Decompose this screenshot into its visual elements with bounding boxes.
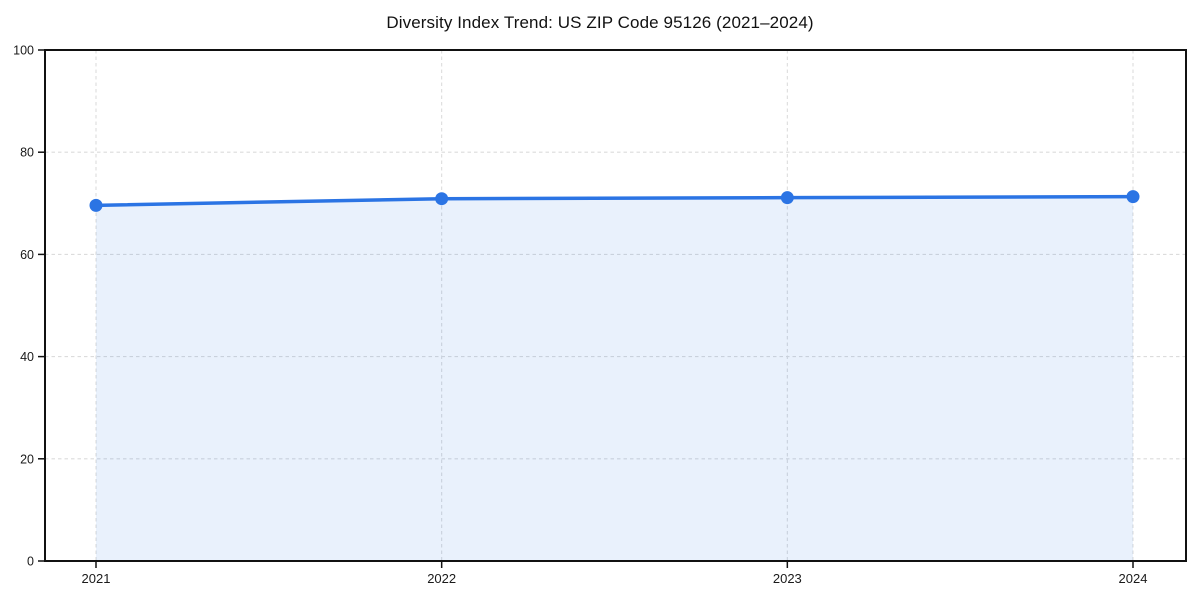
y-axis-tick-label: 0 [27,555,34,569]
y-axis-tick-label: 80 [20,146,34,160]
y-axis-tick-label: 20 [20,452,34,466]
x-axis-tick-label: 2023 [773,571,802,586]
trend-line [94,194,1135,208]
data-point-2023 [780,191,794,205]
y-axis-tick-label: 60 [20,248,34,262]
plot-frame [44,49,1187,562]
x-axis-tick-label: 2022 [427,571,456,586]
data-point-2024 [1126,190,1140,204]
chart-title: Diversity Index Trend: US ZIP Code 95126… [386,13,814,32]
x-axis-tick-label: 2024 [1119,571,1148,586]
data-point-2022 [435,192,449,206]
y-axis-tick-label: 40 [20,350,34,364]
x-axis-tick-label: 2021 [82,571,111,586]
area-fill [96,196,1133,562]
data-point-2021 [89,198,103,212]
y-axis-tick-label: 100 [13,44,34,58]
